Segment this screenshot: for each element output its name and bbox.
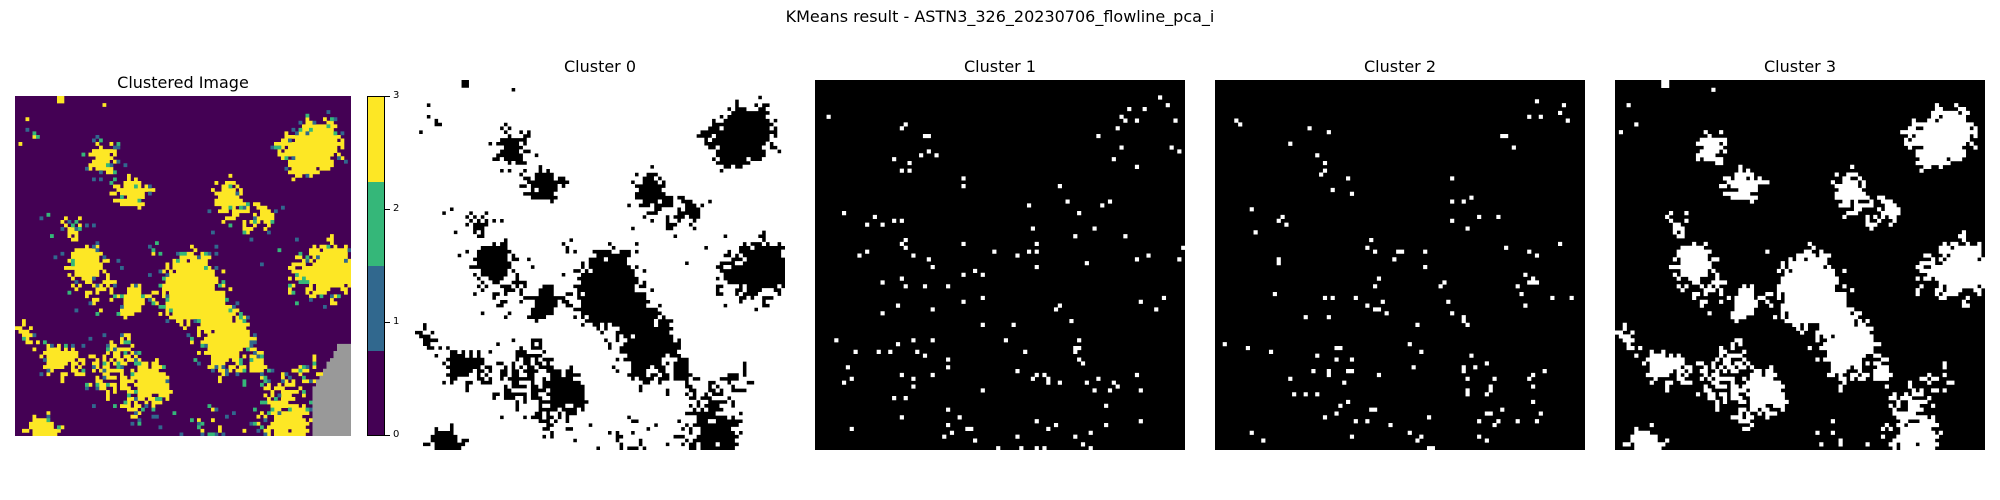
- colorbar: [367, 96, 385, 436]
- cluster-2-mask: [1215, 80, 1585, 450]
- cluster-0-mask-pixels: [415, 80, 785, 450]
- colorbar-segment-2: [368, 181, 384, 266]
- colorbar-tick-label: 2: [393, 203, 400, 214]
- panel-title-clustered: Clustered Image: [117, 73, 249, 92]
- panel-title-cluster-0: Cluster 0: [563, 57, 637, 76]
- colorbar-tick: [385, 435, 390, 436]
- cluster-2-mask-pixels: [1222, 99, 1574, 450]
- clustered-image-pixels: [15, 96, 351, 436]
- cluster-3-mask: [1615, 80, 1985, 450]
- colorbar-tick: [385, 209, 390, 210]
- colorbar-tick: [385, 322, 390, 323]
- colorbar-segment-1: [368, 266, 384, 351]
- panel-title-cluster-1: Cluster 1: [963, 57, 1037, 76]
- colorbar-tick: [385, 96, 390, 97]
- cluster-2-mask-background: [1215, 80, 1585, 450]
- clustered-image: [15, 96, 351, 436]
- clustered-image-pixels: [312, 343, 351, 436]
- figure-title: KMeans result - ASTN3_326_20230706_flowl…: [785, 7, 1215, 26]
- colorbar-tick-label: 0: [393, 429, 400, 440]
- cluster-0-mask: [415, 80, 785, 450]
- colorbar-tick-label: 1: [393, 316, 400, 327]
- cluster-1-mask-background: [815, 80, 1185, 450]
- clustered-image-pixels: [22, 113, 341, 436]
- colorbar-segment-3: [368, 97, 384, 182]
- panel-title-cluster-2: Cluster 2: [1363, 57, 1437, 76]
- colorbar-segment-0: [368, 350, 384, 435]
- cluster-1-mask: [815, 80, 1185, 450]
- panel-title-cluster-3: Cluster 3: [1763, 57, 1837, 76]
- cluster-3-mask-pixels: [1615, 80, 1985, 450]
- colorbar-tick-label: 3: [393, 90, 400, 101]
